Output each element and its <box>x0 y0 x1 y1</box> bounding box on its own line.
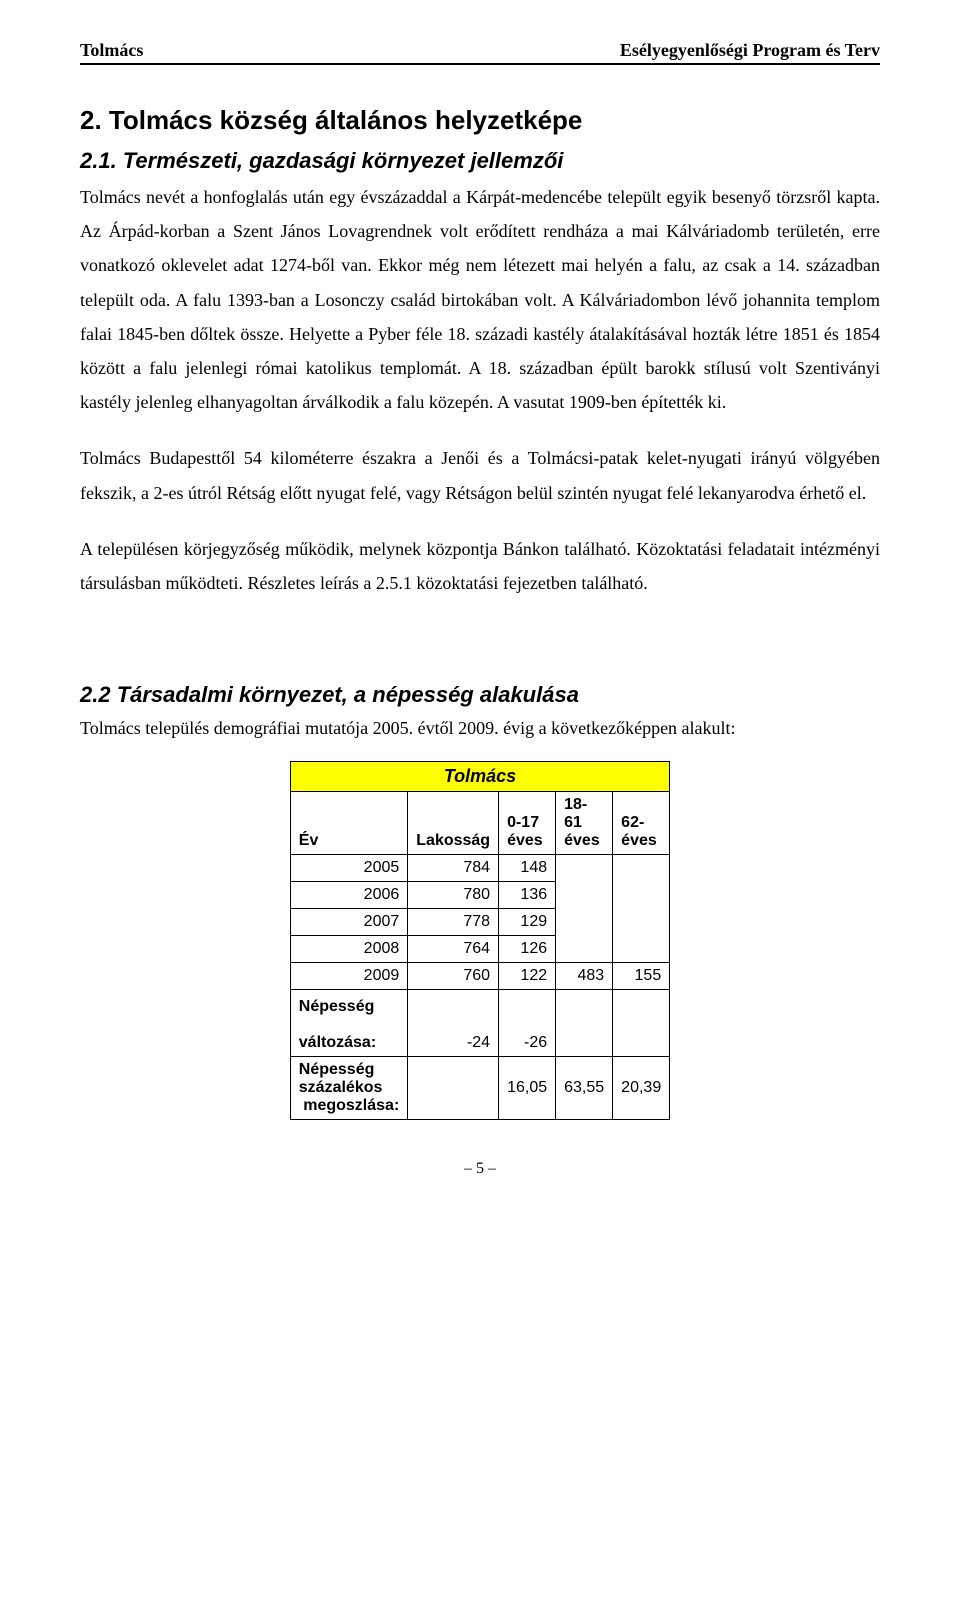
table-title: Tolmács <box>290 761 669 791</box>
table-change-row: Népességváltozása: -24 -26 <box>290 989 669 1056</box>
header-left: Tolmács <box>80 40 143 61</box>
section-2-2-intro: Tolmács település demográfiai mutatója 2… <box>80 714 880 743</box>
paragraph-2: Tolmács Budapesttől 54 kilométerre észak… <box>80 441 880 509</box>
header-right: Esélyegyenlőségi Program és Terv <box>620 40 880 61</box>
paragraph-1: Tolmács nevét a honfoglalás után egy évs… <box>80 180 880 419</box>
col-0-17: 0-17éves <box>499 791 556 854</box>
section-2-title: 2. Tolmács község általános helyzetképe <box>80 105 880 136</box>
col-year: Év <box>290 791 407 854</box>
table-pct-row: Népességszázalékos megoszlása: 16,05 63,… <box>290 1056 669 1119</box>
paragraph-3: A településen körjegyzőség működik, mely… <box>80 532 880 600</box>
col-18-61: 18-61éves <box>556 791 613 854</box>
table-row: 2005 784 148 <box>290 854 669 881</box>
page-header: Tolmács Esélyegyenlőségi Program és Terv <box>80 40 880 65</box>
demographics-table: Tolmács Év Lakosság 0-17éves 18-61éves 6… <box>290 761 670 1120</box>
section-2-1-title: 2.1. Természeti, gazdasági környezet jel… <box>80 148 880 174</box>
col-pop: Lakosság <box>408 791 499 854</box>
table-row: 2009 760 122 483 155 <box>290 962 669 989</box>
page: Tolmács Esélyegyenlőségi Program és Terv… <box>40 0 920 1218</box>
page-number: – 5 – <box>80 1160 880 1178</box>
pct-label: Népességszázalékos megoszlása: <box>290 1056 407 1119</box>
section-2-2-title: 2.2 Társadalmi környezet, a népesség ala… <box>80 682 880 708</box>
col-62: 62-éves <box>613 791 670 854</box>
change-label: Népességváltozása: <box>290 989 407 1056</box>
